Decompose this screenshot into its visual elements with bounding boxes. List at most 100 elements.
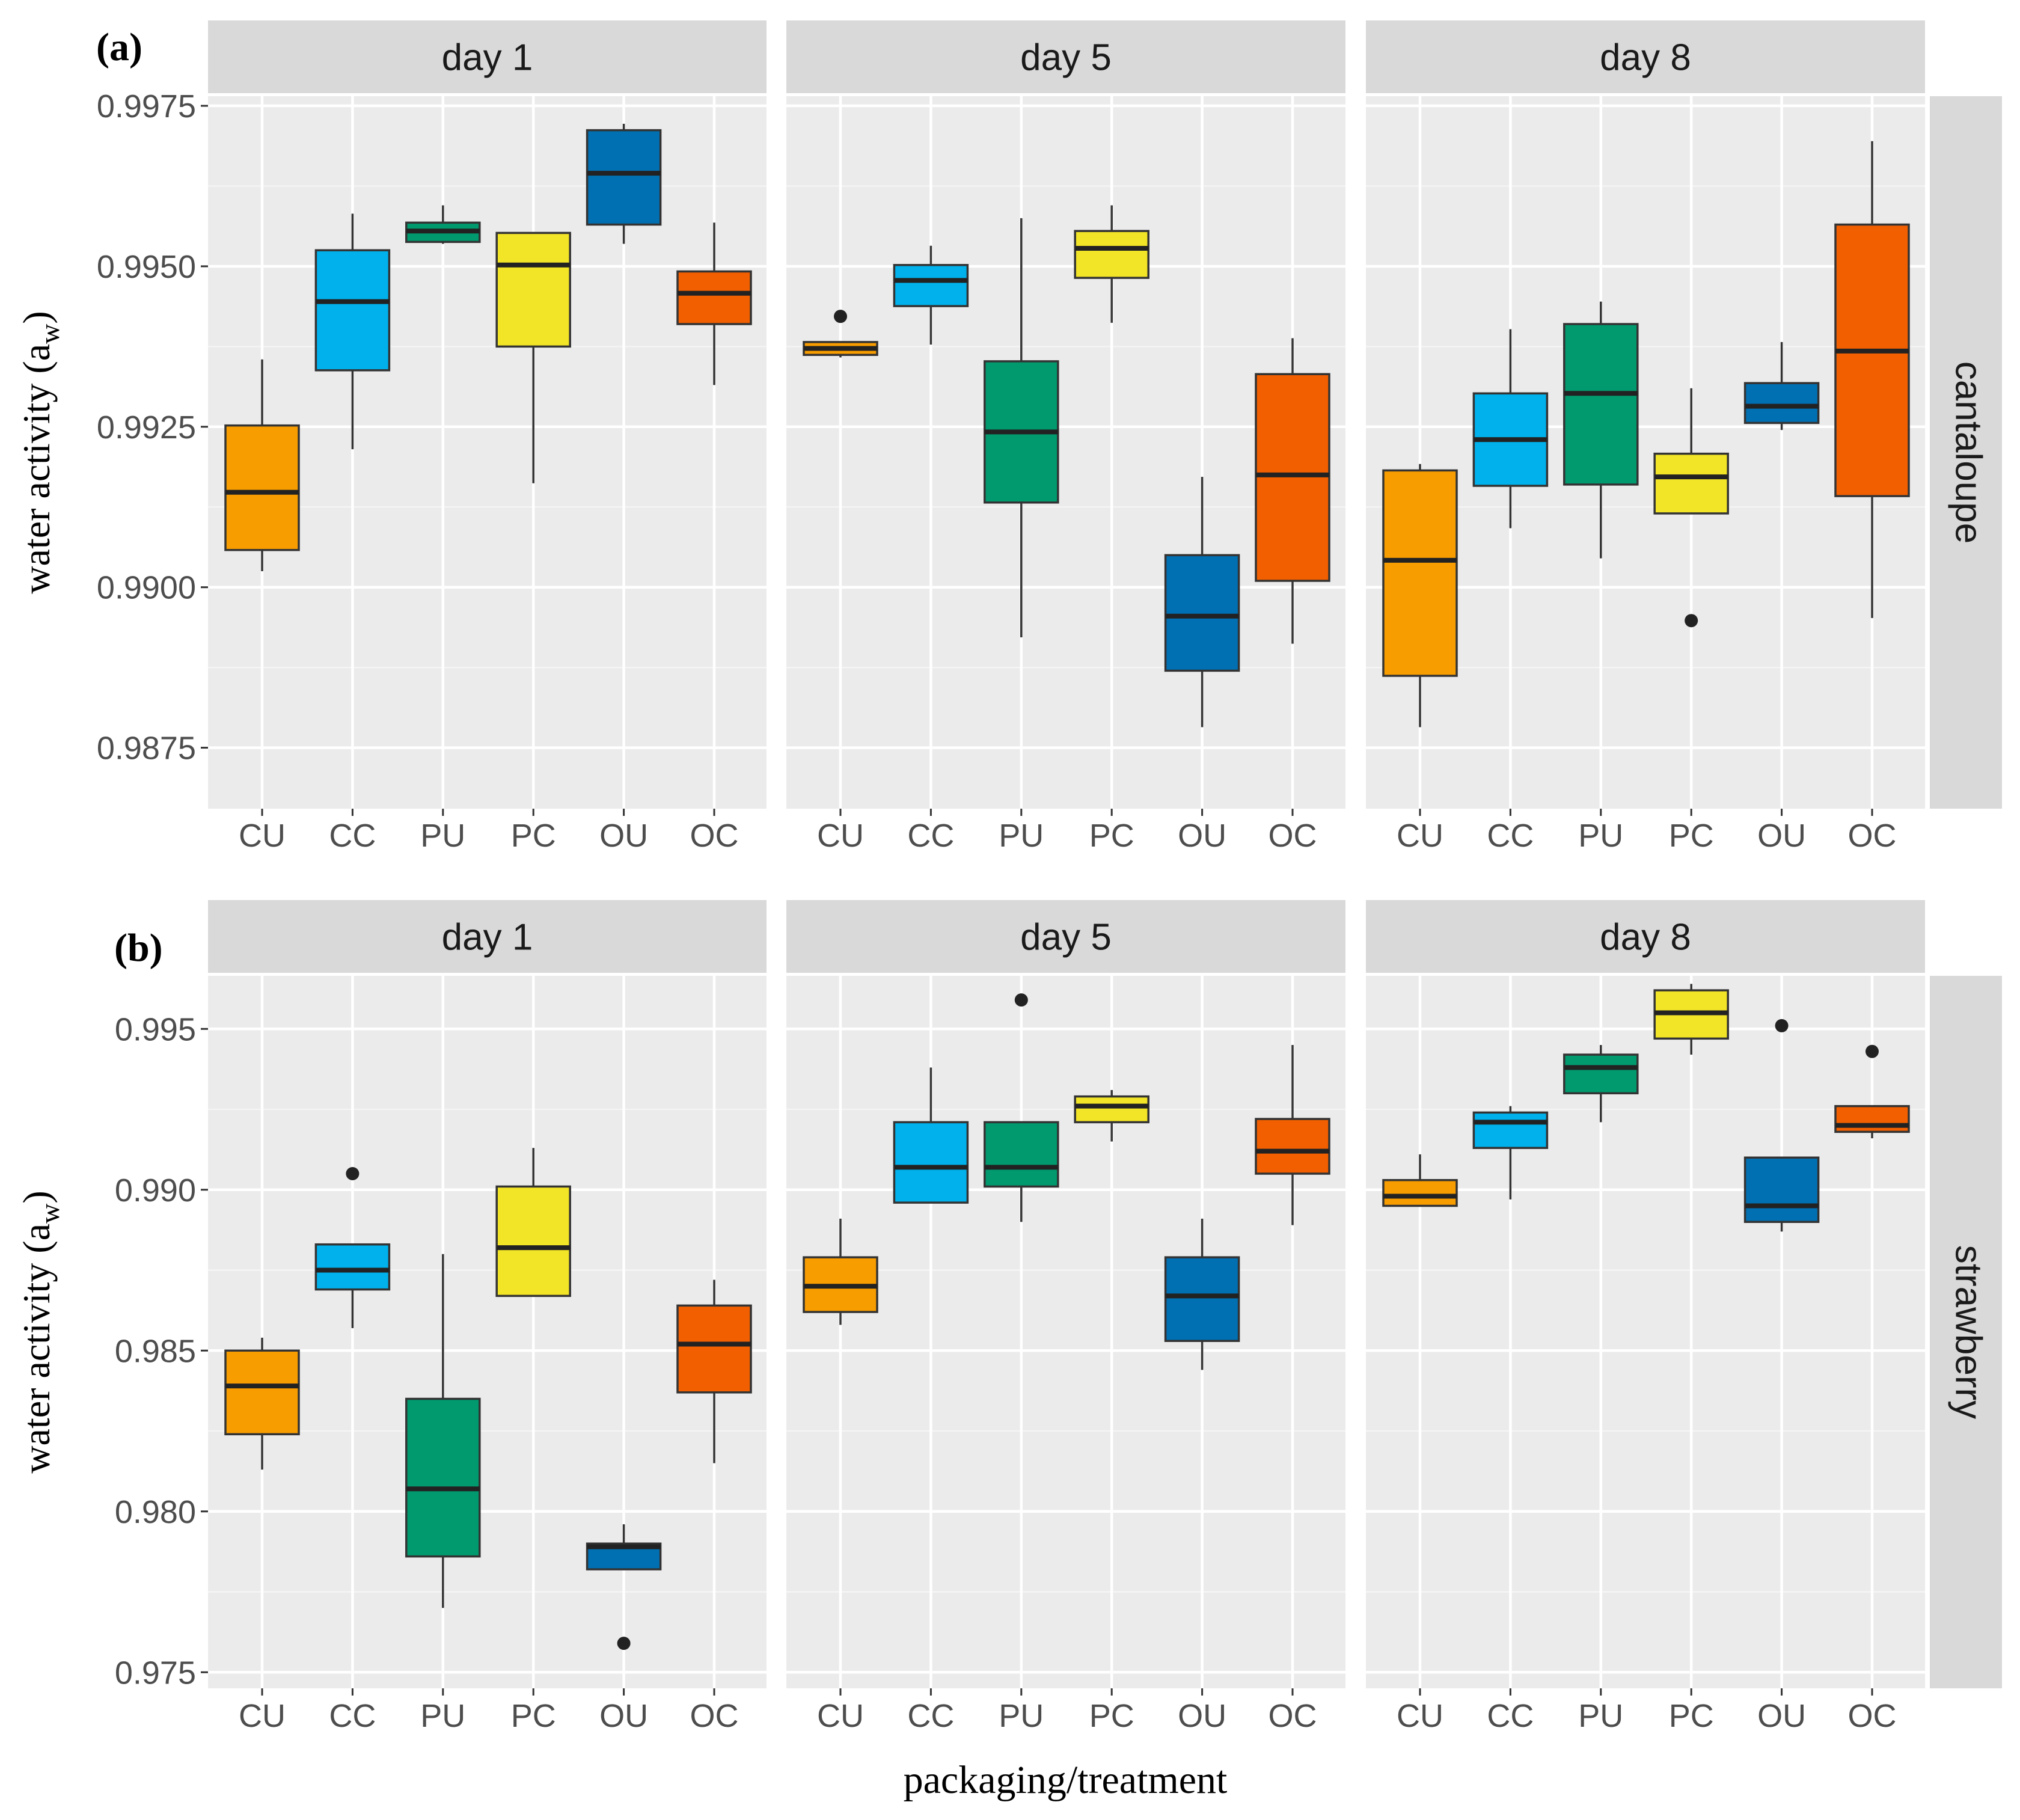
iqr-box — [1074, 1095, 1149, 1124]
x-tick-label: CU — [817, 1698, 864, 1734]
outlier-point — [834, 310, 847, 323]
panel-cantaloupe-1: day 5 CU CC PU PC OU OC — [786, 20, 1345, 854]
panel-title-strip — [208, 900, 767, 973]
box-oc — [1834, 1044, 1910, 1139]
x-tick-label: CC — [329, 1698, 376, 1734]
iqr-box — [495, 231, 571, 348]
box-pu — [984, 218, 1059, 637]
iqr-box — [1382, 469, 1458, 677]
box-oc — [1255, 1045, 1330, 1225]
iqr-box — [405, 1397, 481, 1558]
row-tag: (a) — [96, 25, 142, 69]
x-tick-label: PU — [420, 1698, 465, 1734]
facet-strip-label: strawberry — [1948, 1245, 1989, 1419]
x-tick-label: PU — [999, 1698, 1044, 1734]
x-tick-label: PC — [1089, 1698, 1134, 1734]
box-pc — [495, 231, 571, 483]
iqr-box — [1743, 382, 1820, 424]
y-tick-label: 0.990 — [115, 1172, 196, 1209]
panel-title: day 1 — [442, 917, 533, 958]
outlier-point — [617, 1637, 631, 1650]
y-axis-label-close: ) — [15, 311, 58, 323]
x-tick-label: OU — [599, 818, 648, 854]
box-cc — [1472, 329, 1549, 529]
iqr-box — [1472, 1111, 1549, 1149]
x-tick-label: CC — [1487, 818, 1534, 854]
iqr-box — [1255, 373, 1330, 582]
panel-cantaloupe-0: day 1 CU CC PU PC OU OC — [208, 20, 767, 854]
box-oc — [676, 222, 752, 385]
y-axis-label-subscript: w — [34, 323, 65, 344]
x-tick-label: CU — [1397, 818, 1443, 854]
outlier-point — [1775, 1019, 1789, 1032]
plot-background — [786, 976, 1345, 1688]
x-tick-label: CU — [1397, 1698, 1443, 1734]
box-cu — [1382, 1154, 1458, 1207]
iqr-box — [676, 270, 752, 325]
y-tick-label: 0.9975 — [97, 88, 196, 124]
box-pc — [1653, 388, 1729, 628]
x-tick-label: CU — [239, 818, 286, 854]
y-axis-label: water activity (aw) — [15, 1190, 65, 1473]
panel-cantaloupe-2: day 8 CU CC PU PC OU OC — [1366, 20, 1925, 854]
x-axis-label: packaging/treatment — [904, 1758, 1228, 1802]
box-ou — [1743, 342, 1820, 430]
panel-title-strip — [1366, 900, 1925, 973]
box-cc — [314, 213, 391, 450]
panel-title-strip — [208, 20, 767, 93]
x-tick-label: CC — [1487, 1698, 1534, 1734]
y-axis-label: water activity (aw) — [15, 311, 65, 593]
iqr-box — [1834, 1105, 1910, 1133]
box-oc — [1834, 141, 1910, 618]
facet-strip-label: cantaloupe — [1948, 361, 1989, 544]
box-cc — [893, 245, 969, 345]
box-cc — [1472, 1106, 1549, 1200]
x-tick-label: PC — [511, 818, 556, 854]
iqr-box — [1255, 1118, 1330, 1175]
x-tick-label: PC — [1089, 818, 1134, 854]
box-pu — [405, 205, 481, 244]
y-axis-label-main: water activity (a — [15, 1224, 58, 1474]
box-ou — [1164, 477, 1240, 728]
y-axis-label-group: water activity (aw) — [15, 311, 65, 593]
iqr-box — [984, 1121, 1059, 1188]
iqr-box — [1563, 323, 1639, 486]
iqr-box — [224, 1349, 300, 1436]
y-axis-label-close: ) — [15, 1190, 58, 1203]
x-tick-label: OU — [1178, 818, 1226, 854]
box-oc — [676, 1279, 752, 1463]
iqr-box — [1743, 1156, 1820, 1224]
iqr-box — [224, 424, 300, 551]
y-axis-label-subscript: w — [34, 1203, 65, 1224]
x-tick-label: OU — [599, 1698, 648, 1734]
y-axis-label-main: water activity (a — [15, 344, 58, 594]
iqr-box — [1074, 230, 1149, 279]
plot-background — [1366, 96, 1925, 809]
box-pc — [495, 1148, 571, 1298]
panel-strawberry-2: day 8 CU CC PU PC OU OC — [1366, 900, 1925, 1734]
y-tick-label: 0.980 — [115, 1494, 196, 1530]
x-tick-label: PC — [1669, 818, 1714, 854]
x-tick-label: OU — [1178, 1698, 1226, 1734]
plot-background — [1366, 976, 1925, 1688]
x-tick-label: CC — [907, 1698, 954, 1734]
box-pu — [1563, 301, 1639, 559]
box-cu — [224, 359, 300, 571]
y-tick-label: 0.9900 — [97, 570, 196, 606]
x-tick-label: CC — [329, 818, 376, 854]
outlier-point — [346, 1167, 360, 1181]
box-ou — [1164, 1218, 1240, 1370]
y-tick-label: 0.985 — [115, 1333, 196, 1369]
panel-title: day 5 — [1020, 37, 1112, 79]
iqr-box — [1382, 1178, 1458, 1207]
box-cu — [1382, 464, 1458, 728]
iqr-box — [314, 1243, 391, 1291]
facet-strip-right — [1930, 96, 2002, 809]
iqr-box — [1164, 554, 1240, 672]
x-tick-label: PU — [999, 818, 1044, 854]
iqr-box — [586, 129, 662, 226]
x-tick-label: PC — [511, 1698, 556, 1734]
box-pu — [1563, 1045, 1639, 1123]
box-pu — [405, 1254, 481, 1608]
plot-background — [208, 96, 767, 809]
